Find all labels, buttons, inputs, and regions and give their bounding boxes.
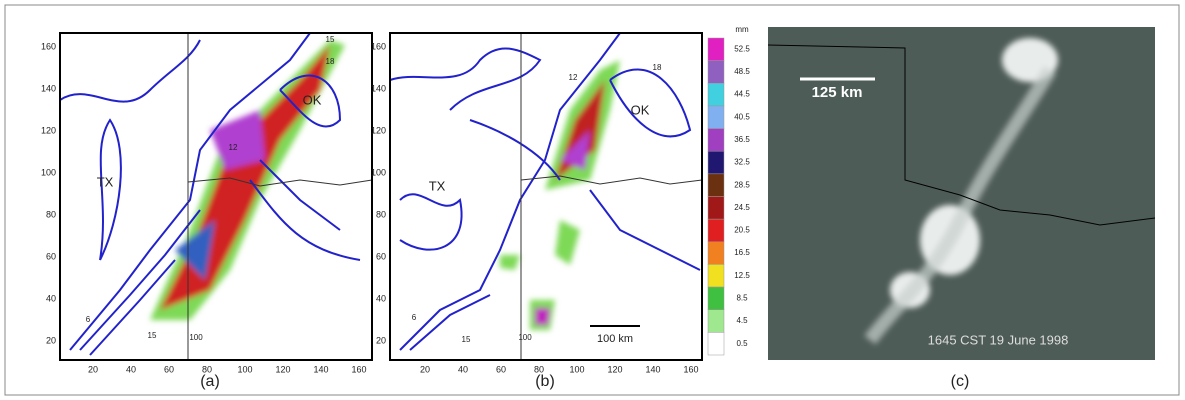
scale-bar-label: 100 km <box>597 333 633 345</box>
y-tick-label: 140 <box>371 83 386 93</box>
y-tick-label: 20 <box>376 335 386 345</box>
colorbar-swatch <box>707 196 725 220</box>
colorbar-swatch <box>707 37 725 61</box>
colorbar-label: 12.5 <box>734 271 750 280</box>
contour-label: 15 <box>148 331 157 340</box>
colorbar-label: 0.5 <box>736 339 748 348</box>
colorbar-swatch <box>707 105 725 129</box>
y-tick-label: 80 <box>46 209 56 219</box>
colorbar-label: 4.5 <box>736 316 748 325</box>
y-tick-label: 60 <box>376 251 386 261</box>
colorbar-label: 28.5 <box>734 180 750 189</box>
panel-caption: (c) <box>951 373 970 390</box>
colorbar-label: 40.5 <box>734 112 750 121</box>
x-tick-label: 120 <box>275 364 290 374</box>
y-tick-label: 20 <box>46 335 56 345</box>
x-tick-label: 120 <box>607 364 622 374</box>
colorbar-swatch <box>707 218 725 243</box>
colorbar-label: 24.5 <box>734 203 750 212</box>
colorbar-label: 32.5 <box>734 158 750 167</box>
panel-caption: (b) <box>535 373 555 390</box>
y-tick-label: 120 <box>41 125 56 135</box>
y-tick-label: 160 <box>41 41 56 51</box>
colorbar-unit: mm <box>735 25 749 34</box>
colorbar-swatch <box>707 332 725 356</box>
scale-bar-label: 125 km <box>812 84 863 101</box>
y-tick-label: 120 <box>371 125 386 135</box>
frame <box>4 4 1180 396</box>
state-label: TX <box>97 174 114 189</box>
x-tick-label: 160 <box>683 364 698 374</box>
contour-label: 100 <box>189 333 203 342</box>
contour-label: 12 <box>229 143 238 152</box>
contour-label: 12 <box>569 73 578 82</box>
x-tick-label: 20 <box>420 364 430 374</box>
y-tick-label: 100 <box>371 167 386 177</box>
colorbar-label: 52.5 <box>734 44 750 53</box>
colorbar-swatch <box>707 173 725 197</box>
panel-a-map <box>59 32 373 361</box>
colorbar-swatch <box>707 264 725 288</box>
timestamp: 1645 CST 19 June 1998 <box>928 332 1069 347</box>
y-tick-label: 60 <box>46 251 56 261</box>
x-tick-label: 140 <box>645 364 660 374</box>
x-tick-label: 40 <box>126 364 136 374</box>
y-tick-label: 140 <box>41 83 56 93</box>
x-tick-label: 100 <box>237 364 252 374</box>
colorbar-swatch <box>707 60 725 84</box>
x-tick-label: 80 <box>534 364 544 374</box>
state-label: OK <box>303 92 322 107</box>
state-label: TX <box>429 178 446 193</box>
contour-label: 15 <box>326 35 335 44</box>
x-tick-label: 20 <box>88 364 98 374</box>
y-tick-label: 160 <box>371 41 386 51</box>
x-tick-label: 60 <box>496 364 506 374</box>
colorbar-swatch <box>707 150 725 175</box>
panel-caption: (a) <box>200 373 220 390</box>
colorbar-label: 8.5 <box>736 294 748 303</box>
colorbar-label: 20.5 <box>734 226 750 235</box>
colorbar-swatch <box>707 309 725 333</box>
contour-label: 18 <box>653 63 662 72</box>
y-tick-label: 100 <box>41 167 56 177</box>
colorbar-swatch <box>707 286 725 310</box>
y-tick-label: 40 <box>46 293 56 303</box>
panel-b-map <box>389 32 703 361</box>
colorbar-label: 44.5 <box>734 90 750 99</box>
colorbar-label: 36.5 <box>734 135 750 144</box>
contour-label: 6 <box>412 313 417 322</box>
colorbar-swatch <box>707 83 725 107</box>
colorbar-label: 16.5 <box>734 248 750 257</box>
colorbar-swatch <box>707 241 725 265</box>
contour-label: 6 <box>86 315 91 324</box>
contour-label: 15 <box>462 335 471 344</box>
x-tick-label: 40 <box>458 364 468 374</box>
contour-label: 100 <box>518 333 532 342</box>
colorbar-label: 48.5 <box>734 67 750 76</box>
x-tick-label: 100 <box>569 364 584 374</box>
colorbar-swatch <box>707 128 725 152</box>
state-label: OK <box>631 102 650 117</box>
y-tick-label: 40 <box>376 293 386 303</box>
y-tick-label: 80 <box>376 209 386 219</box>
x-tick-label: 140 <box>313 364 328 374</box>
x-tick-label: 80 <box>202 364 212 374</box>
panel-c-image <box>767 27 1156 360</box>
contour-label: 18 <box>326 57 335 66</box>
x-tick-label: 160 <box>351 364 366 374</box>
x-tick-label: 60 <box>164 364 174 374</box>
